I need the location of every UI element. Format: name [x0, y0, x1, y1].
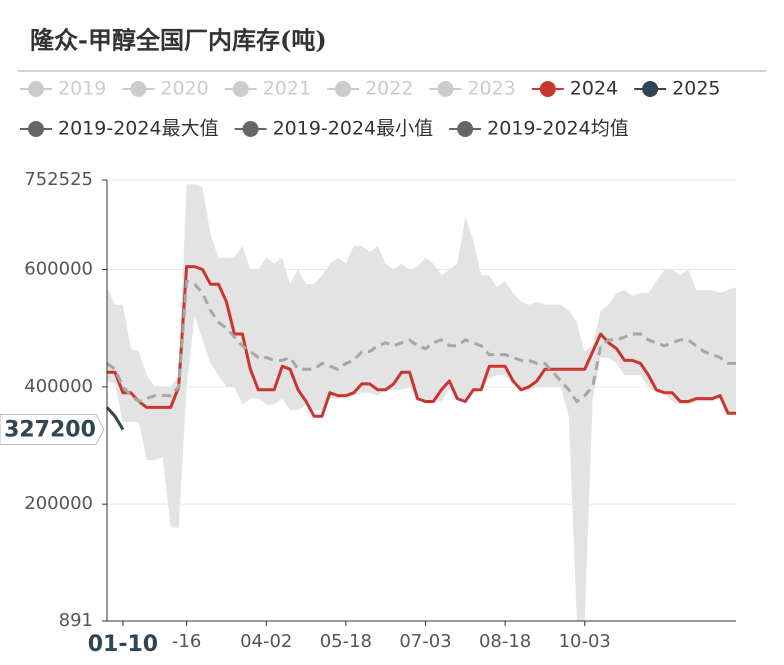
- x-tick-label: 10-03: [559, 631, 611, 652]
- legend-label: 2019-2024最小值: [273, 118, 434, 140]
- legend-marker: [539, 81, 556, 97]
- legend-label: 2022: [365, 78, 413, 100]
- y-tick-label: 200000: [24, 493, 93, 514]
- legend-label: 2025: [672, 78, 720, 100]
- legend-marker: [28, 81, 44, 97]
- pointer-x-label: 01-10: [88, 632, 158, 657]
- legend-item[interactable]: 2019: [20, 78, 106, 100]
- legend-item[interactable]: 2025: [634, 78, 721, 100]
- range-band: [107, 184, 736, 621]
- x-tick-label: -16: [172, 631, 201, 652]
- legend-marker: [457, 121, 474, 137]
- legend-item[interactable]: 2022: [327, 78, 413, 100]
- legend-item[interactable]: 2019-2024均值: [449, 118, 629, 140]
- legend-marker: [642, 81, 659, 97]
- legend-label: 2019: [58, 78, 106, 100]
- plot-area: 891200000400000600000752525紫金天风期货01-10-1…: [0, 169, 736, 657]
- legend-item[interactable]: 2023: [429, 78, 516, 100]
- legend-item[interactable]: 2024: [531, 78, 618, 100]
- x-tick-label: 04-02: [240, 631, 292, 652]
- legend-item[interactable]: 2020: [122, 78, 209, 100]
- legend-marker: [232, 81, 249, 97]
- y-tick-label: 400000: [24, 376, 93, 397]
- legend-label: 2019-2024最大值: [58, 118, 219, 140]
- x-tick-label: 05-18: [320, 631, 372, 652]
- legend-marker: [28, 121, 44, 137]
- y-tick-label: 752525: [24, 169, 93, 190]
- legend-label: 2023: [467, 78, 515, 100]
- chart-title: 隆众-甲醇全国厂内库存(吨): [30, 26, 327, 55]
- legend-item[interactable]: 2021: [224, 78, 311, 100]
- legend-marker: [242, 121, 259, 137]
- pointer-box: [0, 414, 105, 446]
- x-tick-label: 08-18: [479, 631, 531, 652]
- legend-item[interactable]: 2019-2024最小值: [234, 118, 434, 140]
- legend: 2019 2020 2021 2022 2023 2024 2025 2019-2024最大值…: [20, 78, 721, 140]
- series-line: [107, 265, 736, 418]
- legend-marker: [335, 81, 352, 97]
- legend-label: 2024: [570, 78, 618, 100]
- legend-label: 2019-2024均值: [487, 118, 629, 140]
- legend-marker: [130, 81, 147, 97]
- pointer-y-label: 327200: [4, 418, 96, 443]
- y-tick-label: 600000: [24, 258, 93, 279]
- x-tick-label: 07-03: [399, 631, 451, 652]
- legend-label: 2021: [263, 78, 311, 100]
- legend-label: 2020: [160, 78, 208, 100]
- legend-item[interactable]: 2019-2024最大值: [20, 118, 219, 140]
- series-line: [105, 406, 125, 431]
- average-line: [106, 279, 736, 403]
- legend-marker: [437, 81, 454, 97]
- y-tick-label: 891: [59, 610, 93, 631]
